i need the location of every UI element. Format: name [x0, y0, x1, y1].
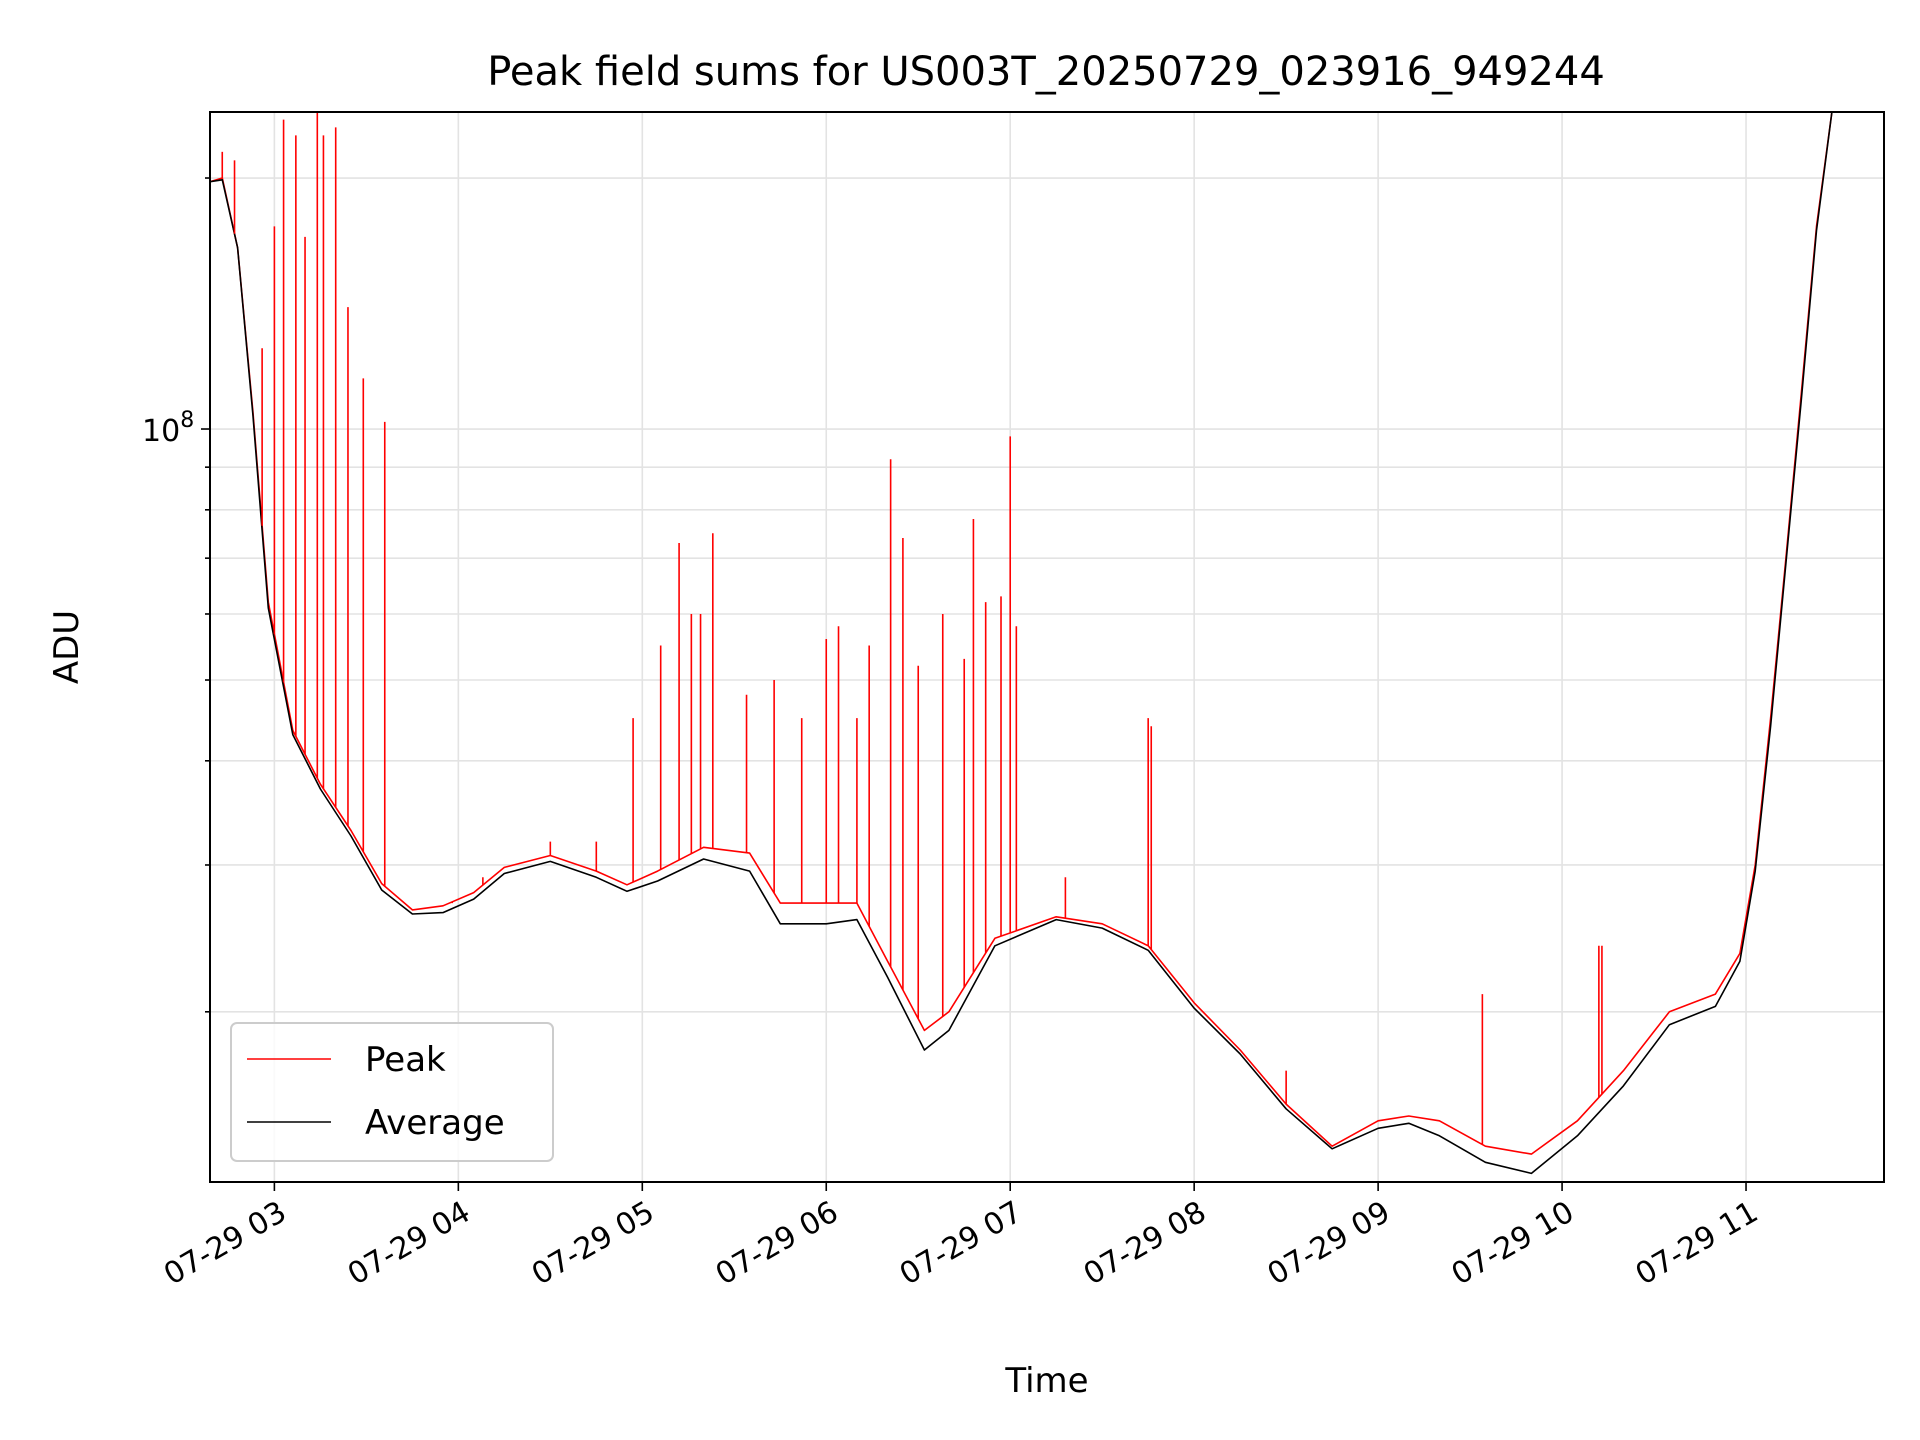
- plot-frame: [209, 111, 1885, 1183]
- series-layer: [210, 112, 1845, 1175]
- legend: Peak Average: [230, 1022, 554, 1162]
- y-tick-label-0: 108: [142, 408, 194, 449]
- x-axis-label: Time: [1004, 1361, 1088, 1401]
- legend-label-average: Average: [365, 1103, 505, 1143]
- legend-box: [230, 1022, 554, 1162]
- legend-label-peak: Peak: [365, 1040, 446, 1080]
- series-line-peak: [210, 112, 1845, 1155]
- chart-title: Peak field sums for US003T_20250729_0239…: [487, 49, 1605, 95]
- y-axis-label: ADU: [47, 610, 87, 684]
- series-line-average: [210, 112, 1845, 1175]
